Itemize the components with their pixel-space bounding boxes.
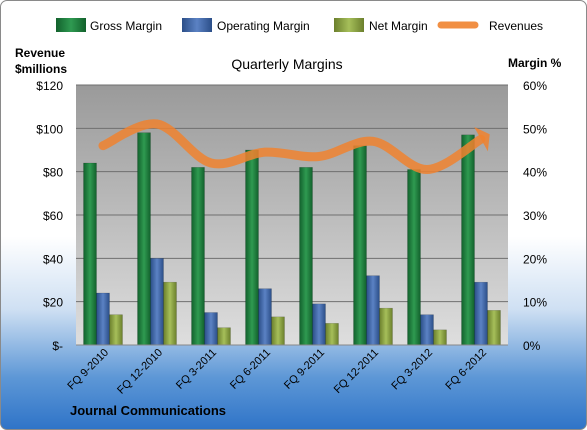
bar-operating-margin: [474, 281, 488, 346]
category-label: FQ 12-2010: [115, 347, 165, 397]
right-tick-label: 20%: [523, 252, 547, 266]
right-axis-ticks: 0% 10% 20% 30% 40% 50% 60%: [523, 79, 547, 353]
category-label: FQ 9-2010: [65, 347, 111, 393]
bar-gross-margin: [83, 162, 97, 346]
footer-label: Journal Communications: [70, 403, 226, 418]
legend: Gross Margin Operating Margin Net Margin…: [56, 18, 543, 33]
bar-net-margin: [217, 327, 231, 346]
legend-label-revenues: Revenues: [489, 19, 543, 33]
bar-net-margin: [433, 329, 447, 346]
bar-gross-margin: [299, 167, 313, 346]
right-tick-label: 50%: [523, 122, 547, 136]
revenue-line-arrowhead: [474, 126, 490, 152]
left-tick-label: $100: [36, 122, 63, 136]
bar-operating-margin: [204, 312, 218, 346]
bar-operating-margin: [312, 303, 326, 346]
revenue-line-series: [98, 119, 490, 175]
bar-gross-margin: [245, 149, 259, 346]
left-tick-label: $120: [36, 79, 63, 93]
left-axis-title-line2: $millions: [15, 62, 67, 76]
category-label: FQ 6-2011: [228, 347, 273, 392]
right-axis-title: Margin %: [508, 56, 562, 70]
legend-label-net-margin: Net Margin: [369, 19, 428, 33]
right-tick-label: 30%: [523, 209, 547, 223]
chart-title: Quarterly Margins: [231, 56, 342, 72]
category-label: FQ 3-2011: [174, 347, 219, 392]
left-tick-label: $40: [43, 252, 63, 266]
category-label: FQ 6-2012: [443, 347, 489, 393]
bar-gross-margin: [191, 167, 205, 346]
left-tick-label: $60: [43, 209, 63, 223]
left-tick-label: $80: [43, 166, 63, 180]
category-label: FQ 12-2011: [332, 347, 381, 396]
left-axis-ticks: $- $20 $40 $60 $80 $100 $120: [36, 79, 63, 353]
bar-operating-margin: [258, 288, 272, 346]
bar-operating-margin: [366, 275, 380, 346]
bar-operating-margin: [150, 258, 164, 346]
bar-net-margin: [163, 281, 177, 346]
bar-gross-margin: [407, 169, 421, 346]
bar-gross-margin: [137, 132, 151, 346]
category-label: FQ 3-2012: [389, 347, 435, 393]
legend-label-operating-margin: Operating Margin: [217, 19, 310, 33]
bar-net-margin: [109, 314, 123, 346]
right-tick-label: 10%: [523, 296, 547, 310]
category-labels: FQ 9-2010 FQ 12-2010 FQ 3-2011 FQ 6-2011 FQ …: [65, 347, 489, 397]
bar-operating-margin: [420, 314, 434, 346]
bar-operating-margin: [96, 292, 110, 346]
left-tick-label: $-: [52, 339, 63, 353]
bar-net-margin: [271, 316, 285, 346]
revenue-line: [98, 119, 486, 175]
bar-gross-margin: [461, 134, 475, 346]
category-label: FQ 9-2011: [282, 347, 327, 392]
bar-series: [83, 132, 501, 346]
right-tick-label: 60%: [523, 79, 547, 93]
right-tick-label: 40%: [523, 166, 547, 180]
legend-swatch-gross-margin: [56, 18, 86, 32]
legend-swatch-operating-margin: [182, 18, 212, 32]
bar-net-margin: [379, 307, 393, 346]
legend-swatch-net-margin: [334, 18, 364, 32]
right-tick-label: 0%: [523, 339, 541, 353]
legend-label-gross-margin: Gross Margin: [90, 19, 162, 33]
bar-net-margin: [487, 310, 501, 346]
left-axis-title-line1: Revenue: [15, 46, 65, 60]
bar-net-margin: [325, 323, 339, 346]
left-tick-label: $20: [43, 296, 63, 310]
bar-gross-margin: [353, 145, 367, 346]
